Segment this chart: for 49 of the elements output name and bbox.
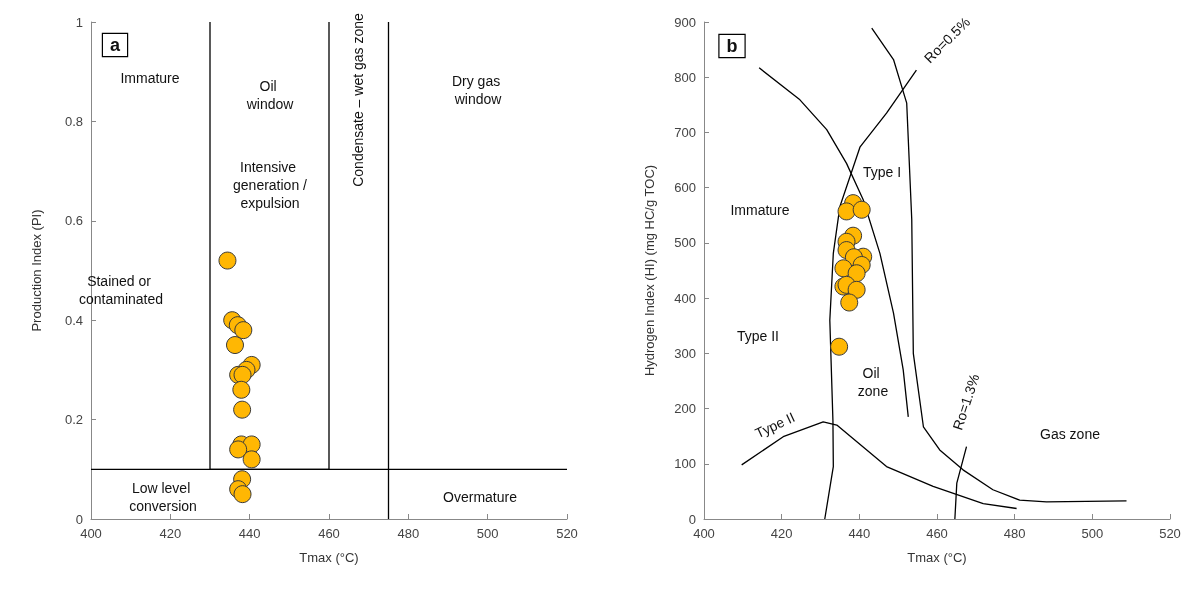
annotation: Stained or contaminated [78, 273, 164, 307]
y-tick-label: 900 [674, 14, 696, 30]
annotation: a [109, 35, 121, 55]
x-tick-label: 420 [159, 526, 182, 541]
annotation: Low level conversion [129, 480, 197, 514]
annotation: Oil window [245, 78, 295, 112]
x-tick-label: 440 [238, 526, 261, 541]
x-tick-label: 500 [476, 526, 499, 541]
x-tick-label: 460 [926, 526, 948, 541]
annotation: Condensate – wet gas zone [350, 13, 366, 187]
y-tick-label: 100 [674, 456, 696, 472]
x-tick-label: 420 [770, 526, 793, 541]
annotation: Intensive generation /expulsion [233, 159, 308, 211]
y-tick-label: 800 [674, 69, 696, 85]
annotation: Immature [120, 70, 180, 86]
annotation: b [726, 36, 738, 56]
annotation: Gas zone [1040, 426, 1101, 442]
y-tick-label: 0.4 [64, 312, 83, 328]
y-tick-label: 0 [688, 511, 696, 527]
x-tick-label: 480 [397, 526, 420, 541]
annotation: Type II [736, 328, 780, 344]
annotation: Oil zone [857, 365, 889, 399]
y-tick-label: 0.2 [64, 412, 83, 428]
annotation: Immature [730, 202, 790, 218]
x-tick-label: 520 [1159, 526, 1181, 541]
y-tick-label: 1 [75, 14, 83, 30]
annotation: Type II [752, 408, 798, 442]
y-tick-label: 400 [674, 290, 696, 306]
annotation: Dry gas window [451, 73, 505, 107]
y-tick-label: 0 [75, 511, 83, 527]
x-tick-label: 460 [318, 526, 340, 541]
y-tick-label: 700 [674, 124, 696, 140]
x-tick-label: 520 [556, 526, 578, 541]
x-axis-title: Tmax (°C) [907, 550, 967, 565]
y-tick-label: 0.8 [64, 113, 83, 129]
y-tick-label: 500 [674, 235, 696, 251]
annotation: Overmature [443, 489, 518, 505]
x-tick-label: 500 [1081, 526, 1104, 541]
y-tick-label: 200 [674, 401, 696, 417]
x-axis-title: Tmax (°C) [299, 550, 359, 565]
y-axis-title: Production Index (PI) [29, 209, 44, 332]
y-tick-label: 600 [674, 180, 696, 196]
annotation: Type I [862, 164, 902, 180]
y-tick-label: 0.6 [64, 213, 83, 229]
y-axis-title: Hydrogen Index (HI) (mg HC/g TOC) [642, 164, 657, 377]
x-tick-label: 440 [848, 526, 871, 541]
x-tick-label: 400 [693, 526, 715, 541]
y-tick-label: 300 [674, 345, 696, 361]
x-tick-label: 480 [1003, 526, 1026, 541]
